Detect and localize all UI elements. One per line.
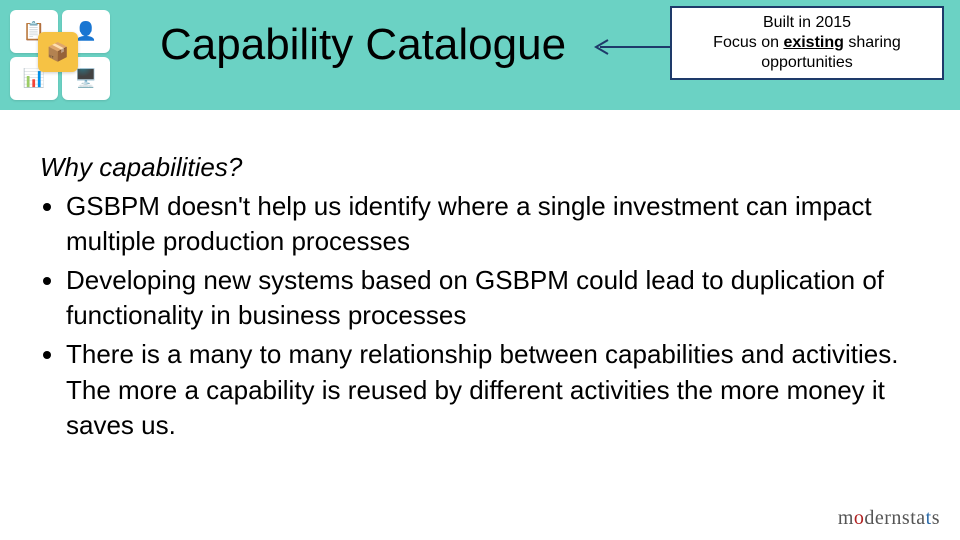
bullet-list: GSBPM doesn't help us identify where a s… (40, 189, 920, 443)
callout-line2: Focus on existing sharing (713, 33, 901, 53)
footer-logo: modernstats (838, 507, 940, 530)
body-heading: Why capabilities? (40, 150, 920, 185)
body-text: Why capabilities? GSBPM doesn't help us … (40, 150, 920, 447)
bullet-item: Developing new systems based on GSBPM co… (66, 263, 920, 333)
callout-line2-pre: Focus on (713, 34, 783, 51)
logo-part: s (932, 507, 940, 529)
bullet-item: There is a many to many relationship bet… (66, 337, 920, 442)
slide-title: Capability Catalogue (160, 20, 566, 70)
callout-line2-emph: existing (783, 34, 843, 51)
callout-line3: opportunities (761, 53, 853, 73)
box-icon: 📦 (38, 32, 78, 72)
callout-line2-post: sharing (844, 34, 901, 51)
callout-box: Built in 2015 Focus on existing sharing … (670, 6, 944, 80)
bullet-item: GSBPM doesn't help us identify where a s… (66, 189, 920, 259)
callout-line1: Built in 2015 (763, 13, 851, 33)
logo-part: m (838, 507, 854, 529)
arrow-left-icon (588, 38, 670, 56)
logo-part: dernsta (864, 507, 925, 529)
logo-accent-o: o (854, 507, 865, 529)
slide: 📋 👤 📊 🖥️ 📦 Capability Catalogue Built in… (0, 0, 960, 540)
